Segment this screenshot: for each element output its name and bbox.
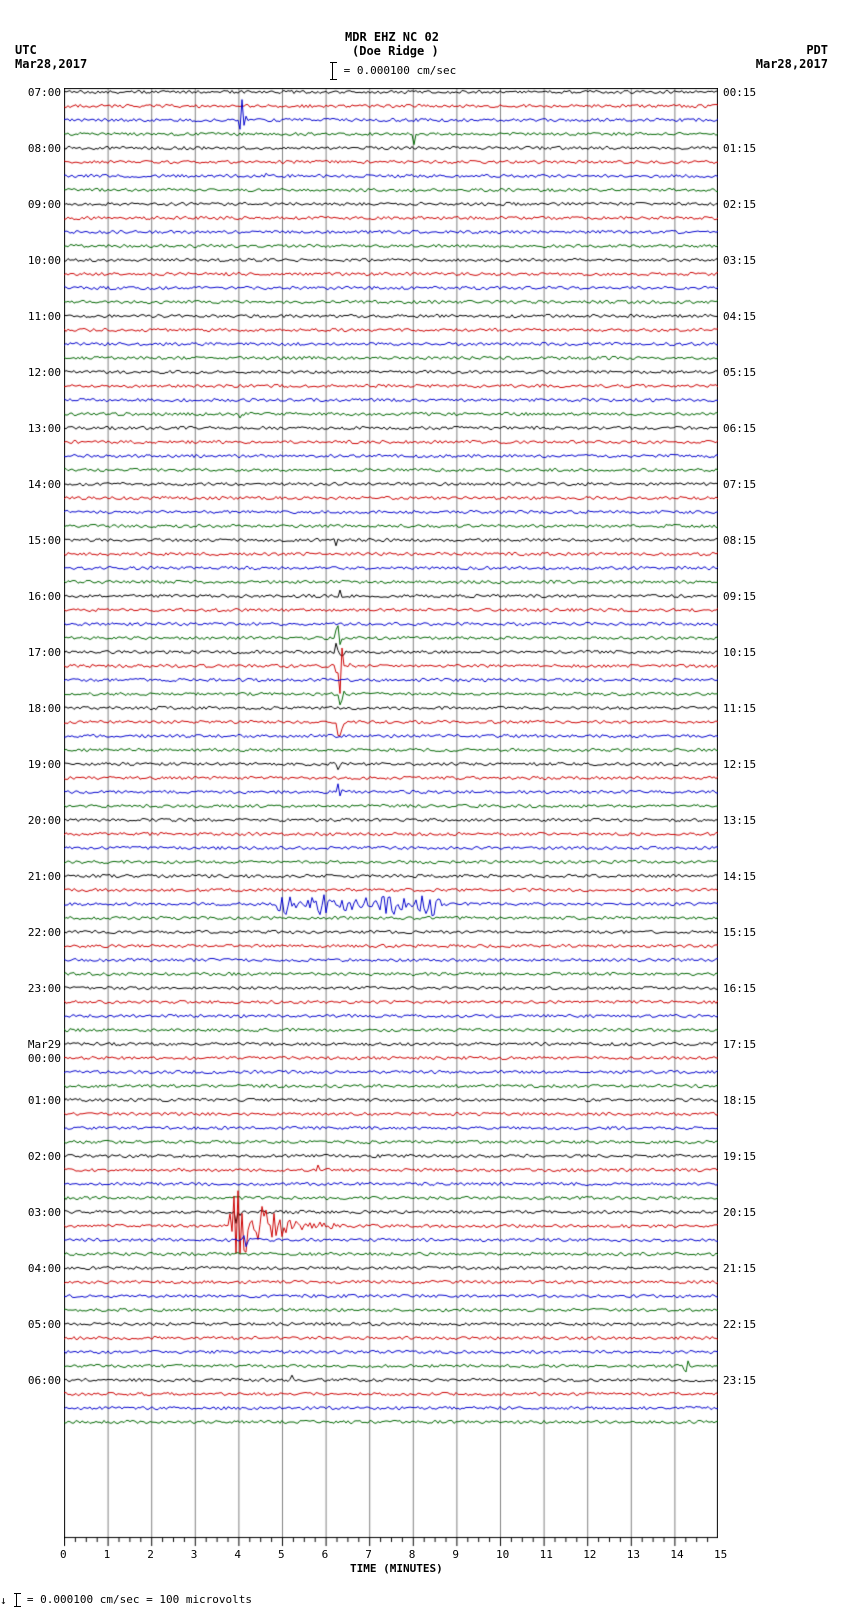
x-tick-label: 4 (234, 1548, 241, 1561)
right-time-label: 03:15 (723, 254, 756, 267)
x-tick-label: 13 (627, 1548, 640, 1561)
right-time-label: 19:15 (723, 1150, 756, 1163)
x-tick-label: 1 (104, 1548, 111, 1561)
x-tick-label: 12 (583, 1548, 596, 1561)
seismogram-canvas (64, 88, 718, 1568)
right-time-label: 21:15 (723, 1262, 756, 1275)
left-time-label: 06:00 (28, 1374, 61, 1387)
x-tick-label: 14 (670, 1548, 683, 1561)
right-time-label: 09:15 (723, 590, 756, 603)
left-time-label: 17:00 (28, 646, 61, 659)
right-time-label: 15:15 (723, 926, 756, 939)
left-time-label: 03:00 (28, 1206, 61, 1219)
x-tick-label: 2 (147, 1548, 154, 1561)
right-time-label: 18:15 (723, 1094, 756, 1107)
left-time-label: 02:00 (28, 1150, 61, 1163)
x-tick-label: 7 (365, 1548, 372, 1561)
left-time-label: 11:00 (28, 310, 61, 323)
tz-left: UTC (15, 43, 37, 57)
x-tick-label: 11 (540, 1548, 553, 1561)
right-time-label: 02:15 (723, 198, 756, 211)
left-time-label: 23:00 (28, 982, 61, 995)
left-time-label: 05:00 (28, 1318, 61, 1331)
right-time-label: 04:15 (723, 310, 756, 323)
footer-scale-text: = 0.000100 cm/sec = 100 microvolts (27, 1593, 252, 1606)
left-time-label: 04:00 (28, 1262, 61, 1275)
right-time-label: 22:15 (723, 1318, 756, 1331)
tz-right: PDT (806, 43, 828, 57)
right-time-label: 08:15 (723, 534, 756, 547)
x-tick-label: 0 (60, 1548, 67, 1561)
right-time-label: 16:15 (723, 982, 756, 995)
right-time-label: 05:15 (723, 366, 756, 379)
left-time-label: 21:00 (28, 870, 61, 883)
x-tick-label: 9 (452, 1548, 459, 1561)
right-time-label: 11:15 (723, 702, 756, 715)
right-time-label: 20:15 (723, 1206, 756, 1219)
left-time-label: 09:00 (28, 198, 61, 211)
scale-marker-bar: = 0.000100 cm/sec (332, 62, 456, 80)
left-time-label: 22:00 (28, 926, 61, 939)
left-time-label: 13:00 (28, 422, 61, 435)
left-time-label: 15:00 (28, 534, 61, 547)
right-time-label: 23:15 (723, 1374, 756, 1387)
left-time-label: 18:00 (28, 702, 61, 715)
left-time-label: 08:00 (28, 142, 61, 155)
left-time-label: 14:00 (28, 478, 61, 491)
x-tick-label: 6 (322, 1548, 329, 1561)
scale-marker-text: = 0.000100 cm/sec (344, 64, 457, 77)
left-time-label: 20:00 (28, 814, 61, 827)
left-time-label: 00:00 (28, 1052, 61, 1065)
footer-scale: ↓ = 0.000100 cm/sec = 100 microvolts (0, 1593, 252, 1607)
x-tick-label: 3 (191, 1548, 198, 1561)
right-time-label: 12:15 (723, 758, 756, 771)
left-time-label: Mar29 (28, 1038, 61, 1051)
right-time-label: 07:15 (723, 478, 756, 491)
right-time-label: 14:15 (723, 870, 756, 883)
title-line2: (Doe Ridge ) (352, 44, 439, 58)
date-right: Mar28,2017 (756, 57, 828, 71)
title-line1: MDR EHZ NC 02 (345, 30, 439, 44)
left-time-label: 16:00 (28, 590, 61, 603)
right-time-label: 17:15 (723, 1038, 756, 1051)
x-tick-label: 15 (714, 1548, 727, 1561)
left-time-label: 07:00 (28, 86, 61, 99)
right-time-label: 10:15 (723, 646, 756, 659)
x-tick-label: 5 (278, 1548, 285, 1561)
right-time-label: 01:15 (723, 142, 756, 155)
date-left: Mar28,2017 (15, 57, 87, 71)
x-axis-title: TIME (MINUTES) (350, 1562, 443, 1575)
left-time-label: 19:00 (28, 758, 61, 771)
right-time-label: 13:15 (723, 814, 756, 827)
right-time-label: 00:15 (723, 86, 756, 99)
left-time-label: 01:00 (28, 1094, 61, 1107)
x-tick-label: 10 (496, 1548, 509, 1561)
x-tick-label: 8 (409, 1548, 416, 1561)
left-time-label: 10:00 (28, 254, 61, 267)
left-time-label: 12:00 (28, 366, 61, 379)
right-time-label: 06:15 (723, 422, 756, 435)
seismogram-container: MDR EHZ NC 02 (Doe Ridge ) UTC Mar28,201… (0, 0, 850, 1613)
